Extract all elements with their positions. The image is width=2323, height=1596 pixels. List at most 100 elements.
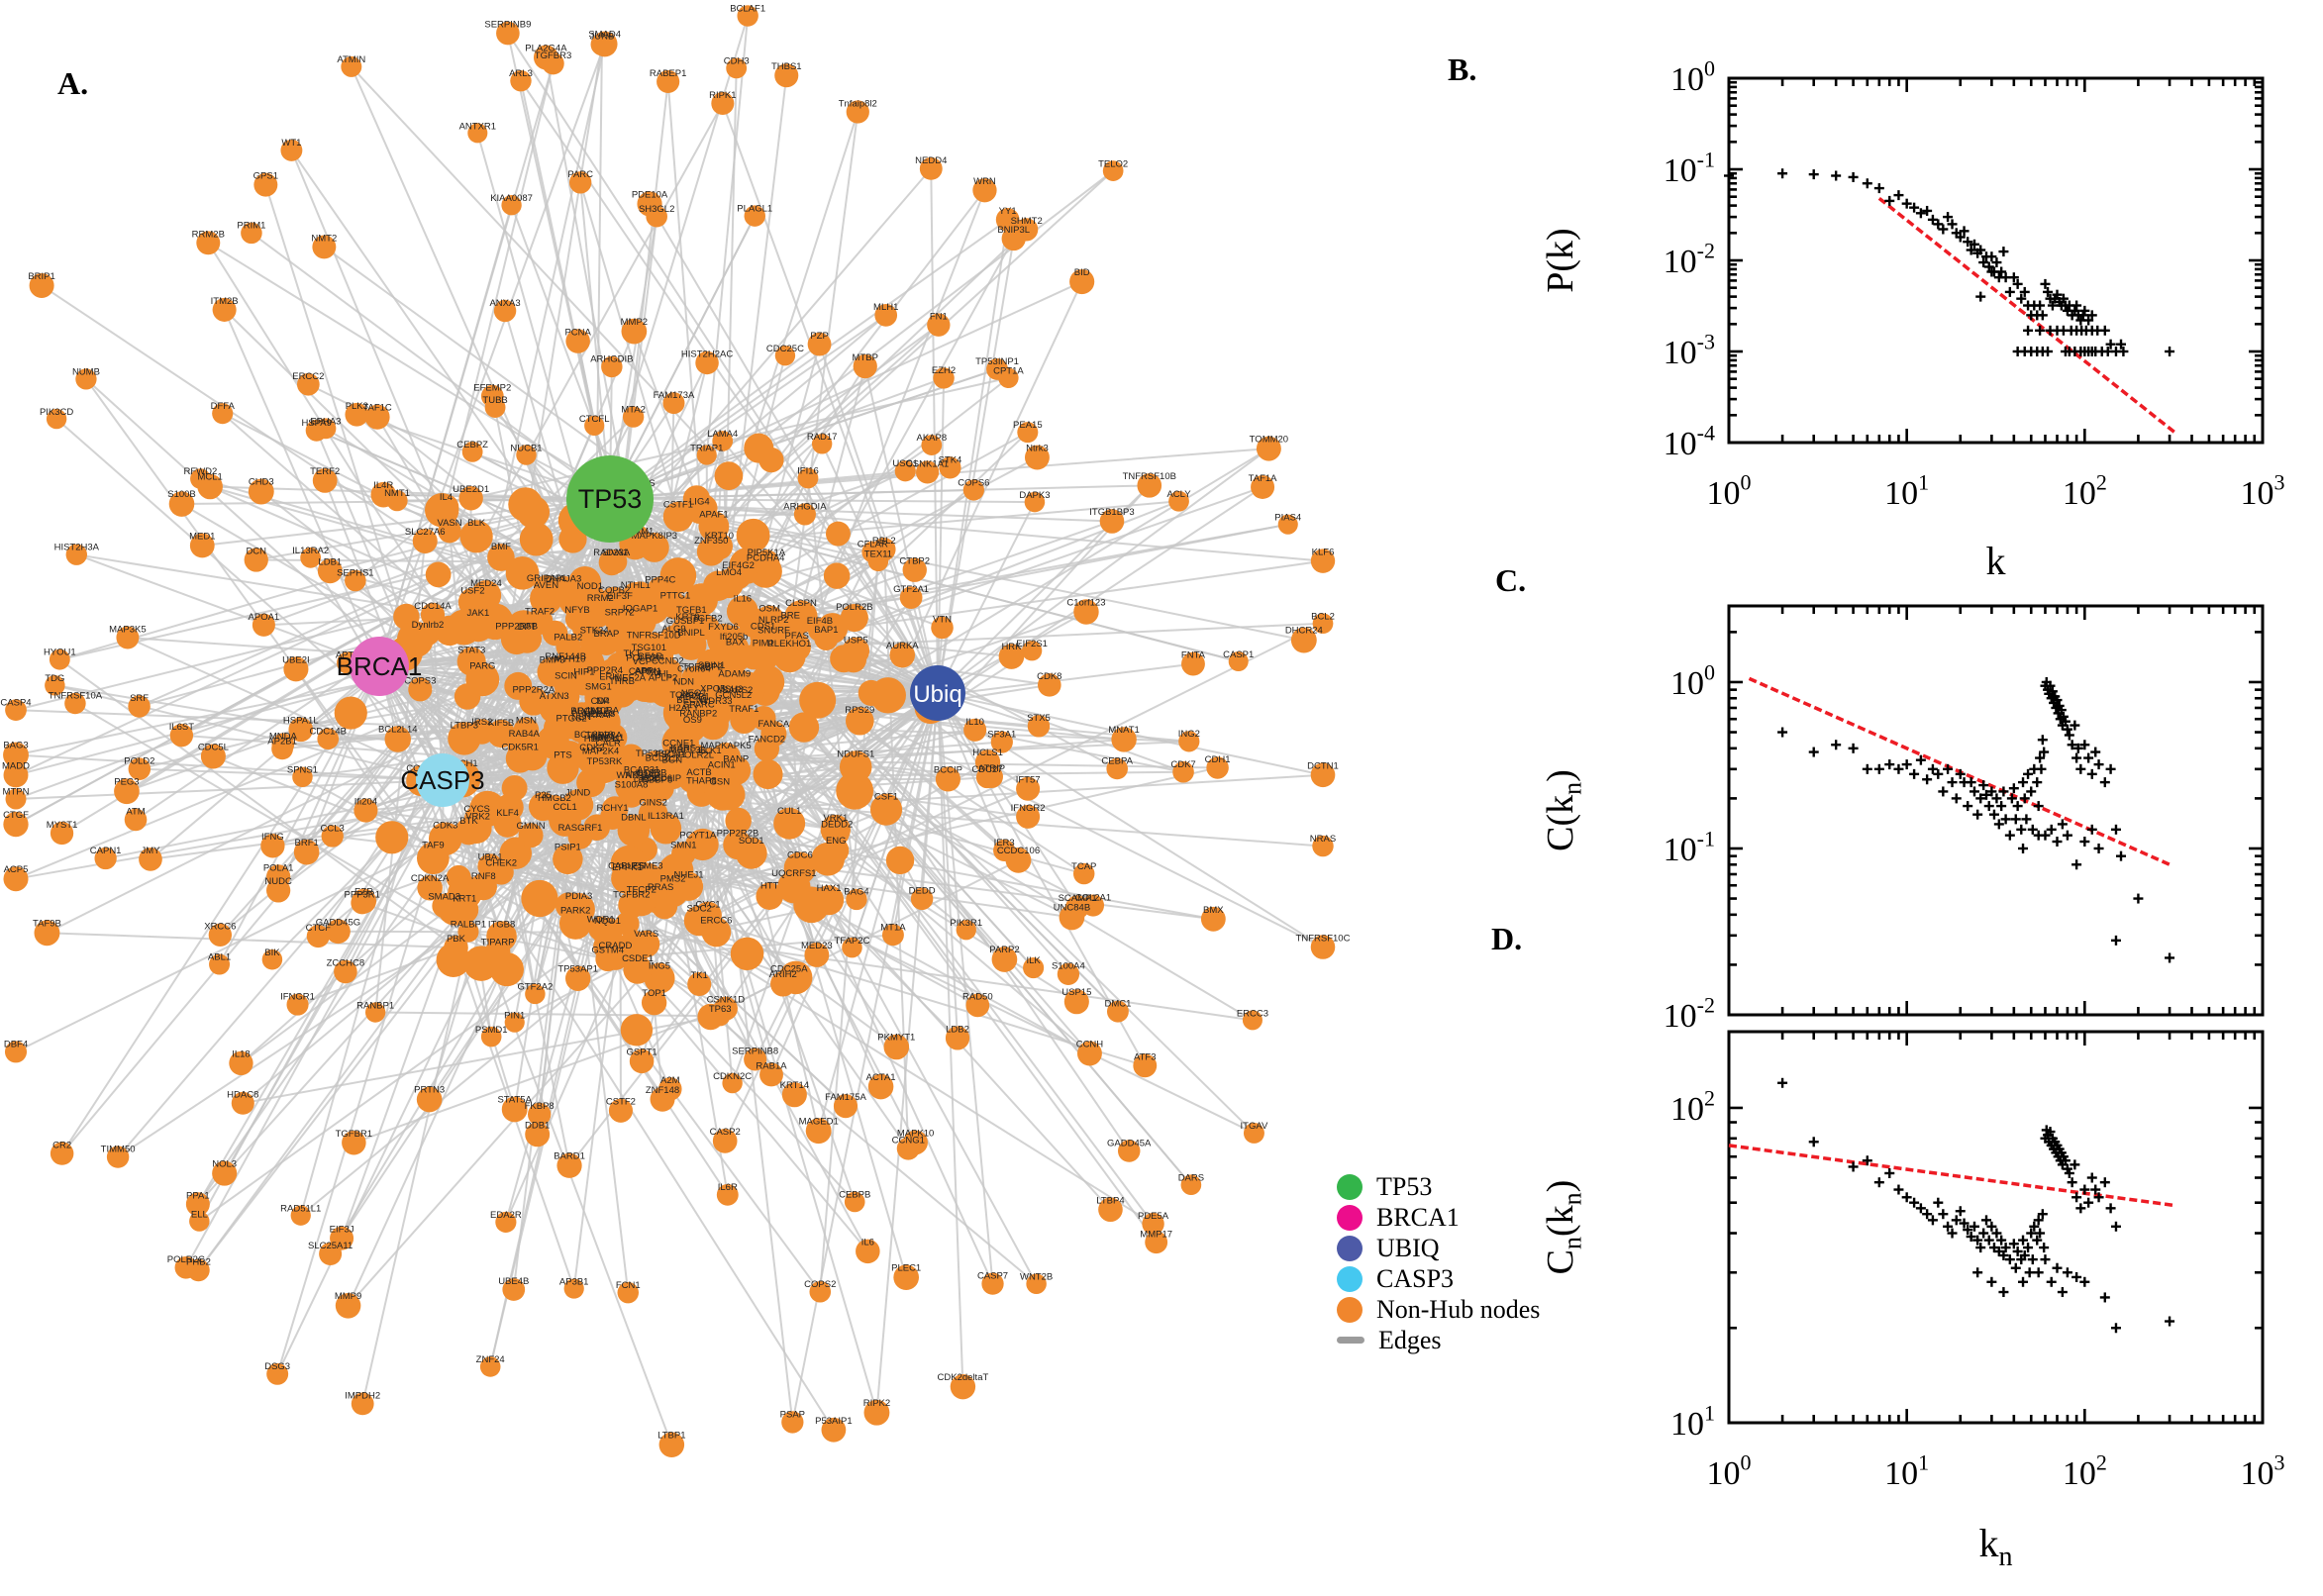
- network-node: [461, 442, 483, 462]
- tick-label: 101: [1670, 1401, 1715, 1443]
- network-node-label: TOMM20: [1250, 435, 1288, 446]
- network-node-label: IER3: [994, 838, 1015, 848]
- network-node-label: GADD45A: [1107, 1138, 1152, 1148]
- network-node-label: ALG9: [661, 624, 685, 635]
- network-node-label: IL13RA2: [292, 546, 329, 556]
- network-node: [679, 697, 705, 722]
- network-node-label: CABLES: [608, 860, 646, 871]
- network-node: [1145, 1231, 1168, 1254]
- network-node-label: MED23: [801, 941, 833, 951]
- network-node-label: PHB2: [186, 1257, 211, 1268]
- network-node: [1178, 731, 1200, 752]
- network-node-label: ARL3: [509, 68, 533, 79]
- network-node: [1069, 268, 1095, 295]
- network-edge: [937, 448, 1269, 694]
- hub-node-label: CASP3: [400, 765, 484, 795]
- network-node: [271, 738, 293, 760]
- axis-label: Cn(kn): [1540, 1180, 1586, 1275]
- network-node-label: WDR33: [699, 696, 732, 707]
- network-node-label: KLF4: [496, 808, 519, 819]
- network-node-label: BCLAF1: [730, 3, 765, 14]
- network-node: [1168, 490, 1189, 512]
- network-node-label: IL10: [965, 717, 984, 728]
- network-node-label: RNF8: [471, 871, 496, 882]
- network-node-label: TFCP2: [627, 885, 656, 896]
- network-node-label: BNIPL: [677, 628, 704, 639]
- network-edge: [329, 858, 569, 1254]
- network-node-label: MMP2: [621, 317, 648, 328]
- network-node-label: MEF2A: [614, 673, 646, 684]
- network-node-label: PEA15: [1013, 420, 1043, 431]
- network-node-label: SARS2: [722, 685, 753, 696]
- network-node: [189, 1211, 210, 1232]
- network-node-label: MNAT1: [1108, 725, 1140, 736]
- network-node: [894, 460, 916, 482]
- network-node-label: TP53AP1: [557, 964, 598, 975]
- hub-casp3: CASP3: [400, 753, 485, 807]
- network-node-label: LAMA4: [707, 429, 738, 440]
- network-node-label: RRM2B: [192, 229, 225, 240]
- data-points: [1724, 168, 2175, 356]
- network-node: [599, 804, 626, 830]
- network-node: [416, 1086, 443, 1113]
- network-node-label: ACTA1: [866, 1072, 896, 1083]
- network-node: [633, 776, 658, 801]
- network-node-label: BTK: [459, 816, 478, 827]
- network-node-label: MMP17: [1140, 1229, 1172, 1240]
- network-node-label: USP15: [1061, 987, 1091, 998]
- network-node: [288, 717, 314, 743]
- network-node-label: TCAP: [1071, 861, 1096, 872]
- network-node: [312, 468, 338, 493]
- network-node-label: ZNF148: [646, 1085, 679, 1096]
- network-node-label: BRE: [780, 611, 800, 622]
- network-node: [5, 788, 27, 810]
- network-node-label: APLP2: [649, 672, 678, 683]
- network-edge: [463, 908, 609, 960]
- axis-label: k: [1986, 539, 2006, 583]
- network-node-label: MAPKAPK5: [701, 741, 752, 751]
- network-node-label: CLSPN: [785, 598, 817, 609]
- network-edge: [361, 902, 498, 953]
- network-node: [292, 766, 313, 788]
- network-node: [1026, 1273, 1047, 1294]
- network-node-label: BAX: [726, 638, 746, 648]
- network-node: [1102, 160, 1124, 181]
- network-node-label: KIF5B: [488, 718, 514, 729]
- network-edge: [15, 779, 444, 801]
- network-node-label: PPP3R1: [345, 890, 380, 901]
- network-node-label: MCL1: [197, 472, 222, 483]
- hub-node: [566, 455, 654, 543]
- network-node-label: ACP5: [4, 864, 29, 875]
- network-node-label: DPT: [518, 622, 537, 633]
- network-node-label: DAPK3: [1019, 490, 1050, 501]
- network-node: [916, 460, 940, 484]
- network-node-label: TGFBR2: [613, 890, 650, 901]
- network-node: [694, 615, 720, 641]
- network-node: [252, 613, 275, 637]
- network-node: [1277, 514, 1298, 535]
- network-node: [507, 731, 541, 763]
- network-node-label: BECN1: [676, 695, 708, 706]
- tick-label: 102: [1670, 1086, 1715, 1128]
- network-node: [781, 1082, 807, 1108]
- network-node-label: PPP4C: [645, 574, 675, 585]
- network-node: [588, 916, 614, 942]
- network-node: [725, 562, 752, 590]
- network-edge: [633, 830, 1255, 1135]
- network-node-label: BAP1: [814, 625, 838, 636]
- network-node-label: HDAC11: [584, 734, 621, 745]
- network-node: [605, 609, 634, 638]
- network-edge: [609, 367, 998, 500]
- network-node-label: USO1: [892, 458, 918, 469]
- network-node-label: IL4: [440, 492, 453, 503]
- network-node-label: KRT9: [675, 612, 699, 623]
- network-node: [1016, 776, 1041, 801]
- network-node-label: TGFB1: [676, 605, 707, 616]
- network-node-label: SCIN: [555, 670, 577, 681]
- network-node-label: SIVA1: [602, 548, 628, 558]
- tick-label: 103: [2241, 470, 2285, 512]
- network-node-label: PIP5K1A: [748, 548, 786, 558]
- hub-brca1: BRCA1: [337, 637, 422, 696]
- network-node-label: COL2A1: [1075, 892, 1111, 903]
- network-node-label: CASP7: [977, 1270, 1008, 1281]
